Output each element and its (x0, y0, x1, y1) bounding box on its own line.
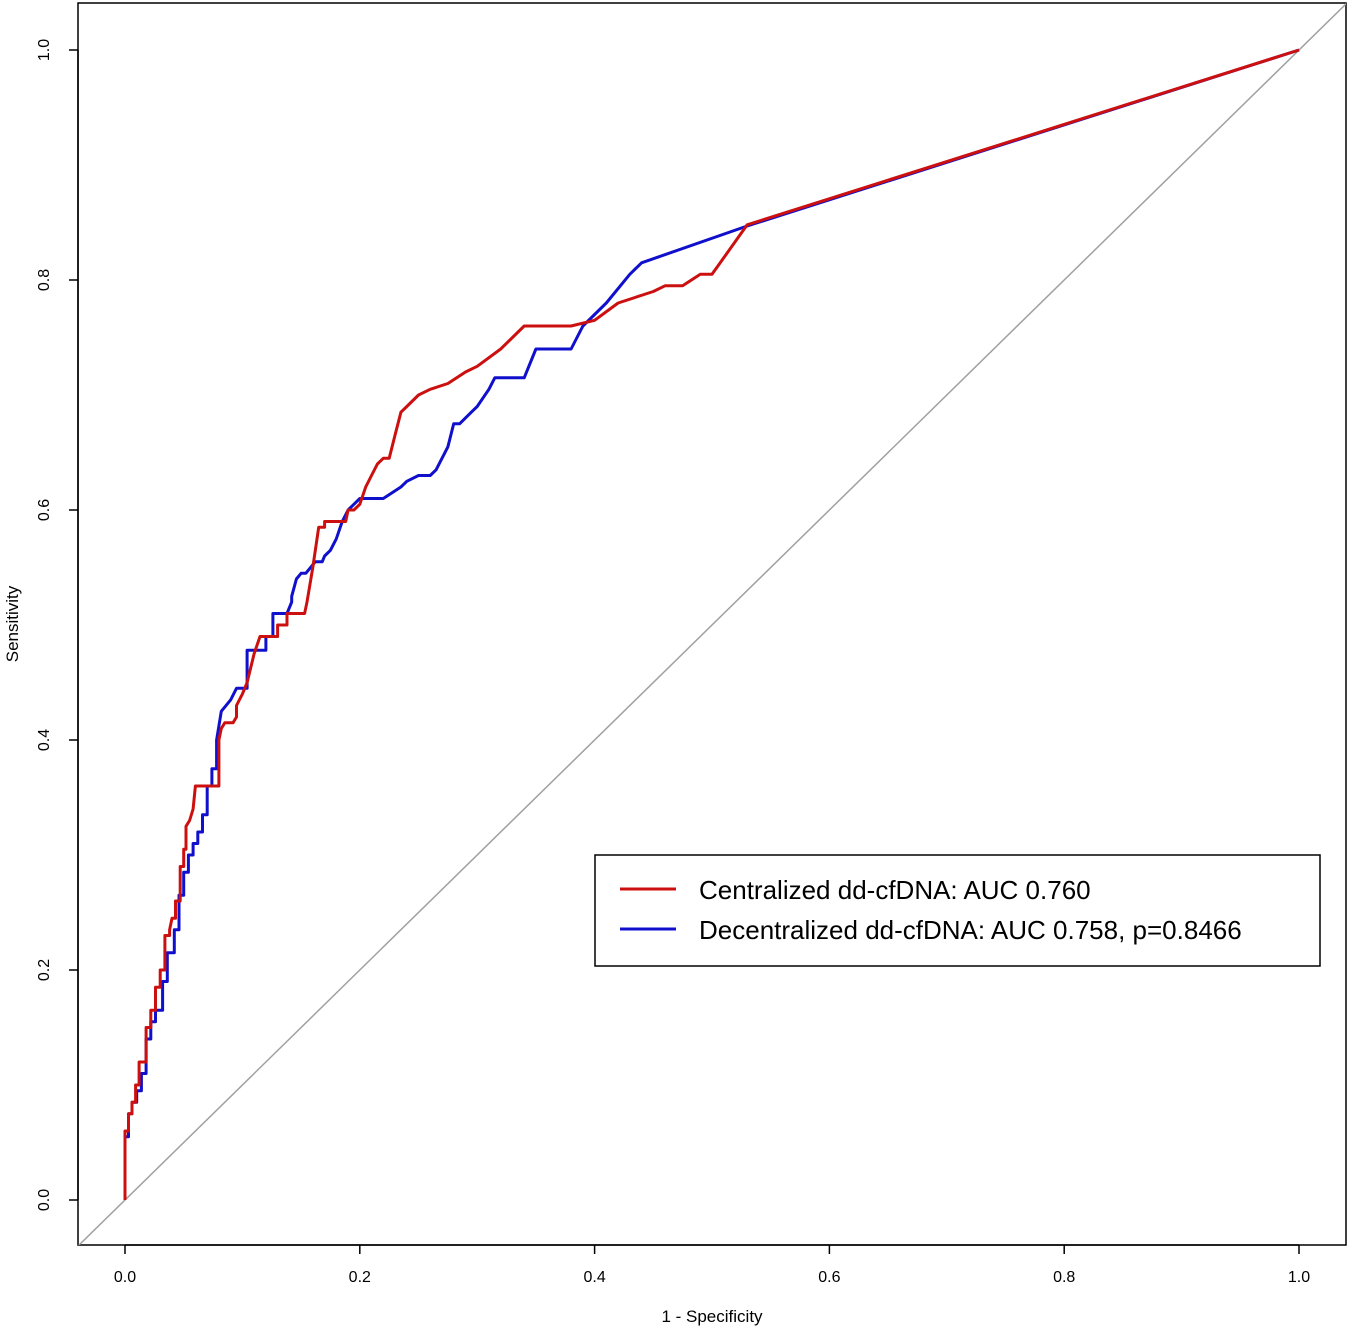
x-tick-label: 0.2 (349, 1269, 371, 1286)
y-tick-label: 0.8 (36, 269, 53, 291)
y-axis: 0.0 0.2 0.4 0.6 0.8 1.0 (36, 39, 79, 1211)
reference-diagonal-line (78, 3, 1346, 1245)
y-tick-label: 0.2 (36, 959, 53, 981)
y-tick-label: 0.4 (36, 729, 53, 751)
legend-label-decentralized: Decentralized dd-cfDNA: AUC 0.758, p=0.8… (699, 915, 1242, 945)
x-tick-label: 0.8 (1053, 1269, 1075, 1286)
roc-curve-centralized (123, 48, 1300, 1200)
roc-curve-decentralized (123, 48, 1300, 1200)
x-tick-label: 0.0 (114, 1269, 136, 1286)
legend-label-centralized: Centralized dd-cfDNA: AUC 0.760 (699, 875, 1091, 905)
x-tick-label: 0.6 (818, 1269, 840, 1286)
x-axis-title: 1 - Specificity (661, 1307, 763, 1326)
legend-box (594, 854, 1321, 967)
y-tick-label: 1.0 (36, 39, 53, 61)
y-axis-title: Sensitivity (3, 585, 22, 662)
x-axis: 0.0 0.2 0.4 0.6 0.8 1.0 (114, 1244, 1310, 1286)
legend: Centralized dd-cfDNA: AUC 0.760 Decentra… (594, 854, 1321, 967)
y-tick-label: 0.6 (36, 499, 53, 521)
y-tick-label: 0.0 (36, 1189, 53, 1211)
plot-area (78, 3, 1346, 1245)
x-tick-label: 1.0 (1288, 1269, 1310, 1286)
x-tick-label: 0.4 (583, 1269, 605, 1286)
